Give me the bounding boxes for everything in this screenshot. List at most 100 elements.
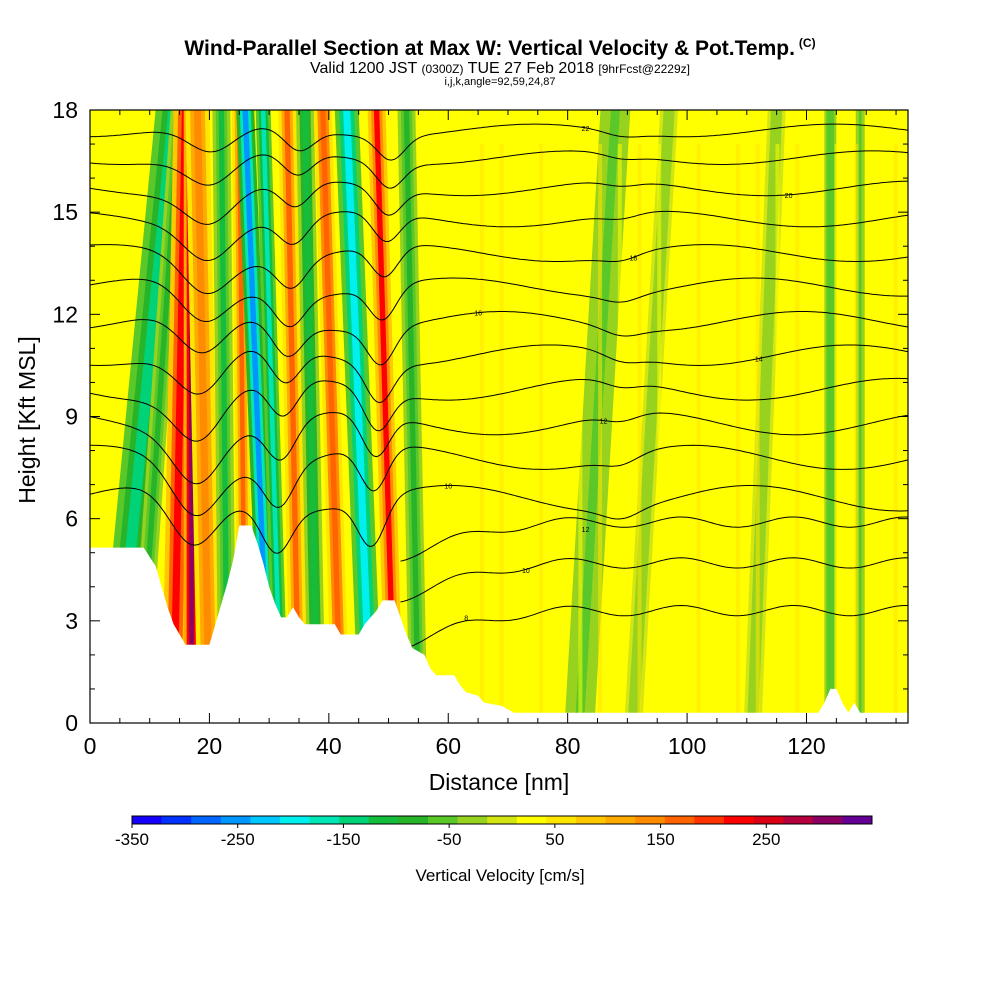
colorbar-tick-label: -150 xyxy=(326,830,360,849)
subtitle-utc: (0300Z) xyxy=(421,62,464,76)
theta-contour-10 xyxy=(90,150,908,189)
colorbar-swatch xyxy=(605,816,636,824)
colorbar-swatch xyxy=(546,816,577,824)
velocity-band-11-2 xyxy=(320,110,344,723)
theta-contour-label: 12 xyxy=(600,419,608,426)
warm-streak xyxy=(696,144,701,723)
theta-contour-11 xyxy=(90,123,908,161)
theta-contour-8 xyxy=(90,210,908,262)
colorbar: -350 -250 -150 -50 50 150 250 xyxy=(115,815,873,849)
colorbar-swatch xyxy=(191,816,222,824)
warm-streak xyxy=(854,144,859,723)
chart-subtitle: Valid 1200 JST (0300Z) TUE 27 Feb 2018 [… xyxy=(0,60,1000,78)
x-tick-label: 80 xyxy=(555,733,581,759)
theta-contour-1 xyxy=(90,444,908,517)
x-tick-label: 0 xyxy=(84,733,97,759)
subtitle-date: TUE 27 Feb 2018 xyxy=(467,60,594,77)
colorbar-frame xyxy=(131,815,873,825)
x-tick-label: 100 xyxy=(668,733,706,759)
colorbar-tick-label: -50 xyxy=(437,830,462,849)
velocity-band-10-2 xyxy=(302,110,320,723)
theta-contour-6 xyxy=(90,277,908,328)
colorbar-swatch xyxy=(280,816,310,824)
y-tick-label: 18 xyxy=(52,97,78,123)
colorbar-swatch xyxy=(812,816,843,824)
theta-contour-0 xyxy=(90,485,908,554)
theta-contour-9 xyxy=(90,180,908,225)
theta-contours: 10 12 14 16 18 20 22 8 10 12 xyxy=(90,123,908,651)
subtitle-forecast: [9hrFcst@2229z] xyxy=(598,62,690,76)
chart-title: Wind-Parallel Section at Max W: Vertical… xyxy=(0,36,1000,61)
lower-contour-label: 10 xyxy=(522,568,530,575)
y-tick-label: 9 xyxy=(65,404,78,430)
lower-contour-label: 12 xyxy=(582,527,590,534)
colorbar-swatch xyxy=(398,816,429,824)
theta-contour-3 xyxy=(90,377,908,442)
warm-streak xyxy=(637,144,642,723)
colorbar-swatch xyxy=(576,816,606,824)
colorbar-tick-label: 50 xyxy=(545,830,564,849)
velocity-band-14-2 xyxy=(403,110,422,723)
x-tick-label: 40 xyxy=(316,733,342,759)
warm-streak xyxy=(539,144,544,723)
colorbar-tick-label: -250 xyxy=(221,830,255,849)
colorbar-swatch xyxy=(664,816,695,824)
x-tick-label: 20 xyxy=(197,733,223,759)
colorbar-swatch xyxy=(368,816,399,824)
chart-title-main: Wind-Parallel Section at Max W: Vertical… xyxy=(184,37,795,60)
warm-streak xyxy=(499,144,504,723)
subtitle-indices: i,j,k,angle=92,59,24,87 xyxy=(444,76,556,88)
colorbar-swatch xyxy=(724,816,754,824)
velocity-band-4-2 xyxy=(193,110,213,723)
colorbar-swatch xyxy=(250,816,281,824)
lower-contour-1 xyxy=(400,557,908,603)
velocity-field xyxy=(90,110,908,723)
theta-contour-4 xyxy=(90,344,908,404)
colorbar-swatch xyxy=(428,816,458,824)
y-axis-label: Height [Kft MSL] xyxy=(14,336,40,503)
theta-contour-label: 20 xyxy=(785,193,793,200)
colorbar-swatch xyxy=(635,816,666,824)
velocity-band-18-2 xyxy=(828,110,833,723)
y-tick-label: 0 xyxy=(65,710,78,736)
theta-contour-label: 18 xyxy=(629,255,637,262)
colorbar-tick-label: 250 xyxy=(752,830,780,849)
theta-contour-label: 10 xyxy=(444,483,452,490)
colorbar-tick-label: 150 xyxy=(646,830,674,849)
warm-streak xyxy=(617,144,622,723)
colorbar-swatch xyxy=(220,816,251,824)
warm-streak xyxy=(834,144,839,723)
axes: 0 20 40 60 80 100 120 0 3 6 9 12 15 18 xyxy=(52,97,908,759)
theta-contour-5 xyxy=(90,311,908,366)
y-tick-label: 15 xyxy=(52,199,78,225)
colorbar-swatch xyxy=(487,816,518,824)
theta-contour-label: 14 xyxy=(755,357,763,364)
warm-streak xyxy=(893,144,898,723)
lower-contour-label: 8 xyxy=(464,615,468,622)
colorbar-swatch xyxy=(842,816,873,824)
velocity-band-12-2 xyxy=(343,110,375,723)
subtitle-valid: Valid 1200 JST xyxy=(310,60,418,77)
velocity-band-19-2 xyxy=(858,110,862,723)
y-tick-label: 12 xyxy=(52,301,78,327)
colorbar-tick-label: -350 xyxy=(115,830,149,849)
velocity-band-8-2 xyxy=(260,110,284,723)
warm-streak xyxy=(716,144,721,723)
theta-contour-label: 16 xyxy=(474,311,482,318)
warm-streak xyxy=(736,144,741,723)
colorbar-label: Vertical Velocity [cm/s] xyxy=(415,866,584,885)
colorbar-swatch xyxy=(161,816,192,824)
colorbar-swatch xyxy=(753,816,784,824)
colorbar-swatch xyxy=(132,816,162,824)
x-tick-label: 120 xyxy=(787,733,825,759)
theta-contour-7 xyxy=(90,244,908,294)
colorbar-swatch xyxy=(783,816,814,824)
chart-title-tag: (C) xyxy=(798,36,816,50)
warm-streak xyxy=(460,144,465,723)
warm-streak xyxy=(578,144,583,723)
x-tick-label: 60 xyxy=(435,733,461,759)
colorbar-swatch xyxy=(457,816,488,824)
colorbar-swatch xyxy=(339,816,370,824)
lower-contour-0 xyxy=(400,604,908,651)
